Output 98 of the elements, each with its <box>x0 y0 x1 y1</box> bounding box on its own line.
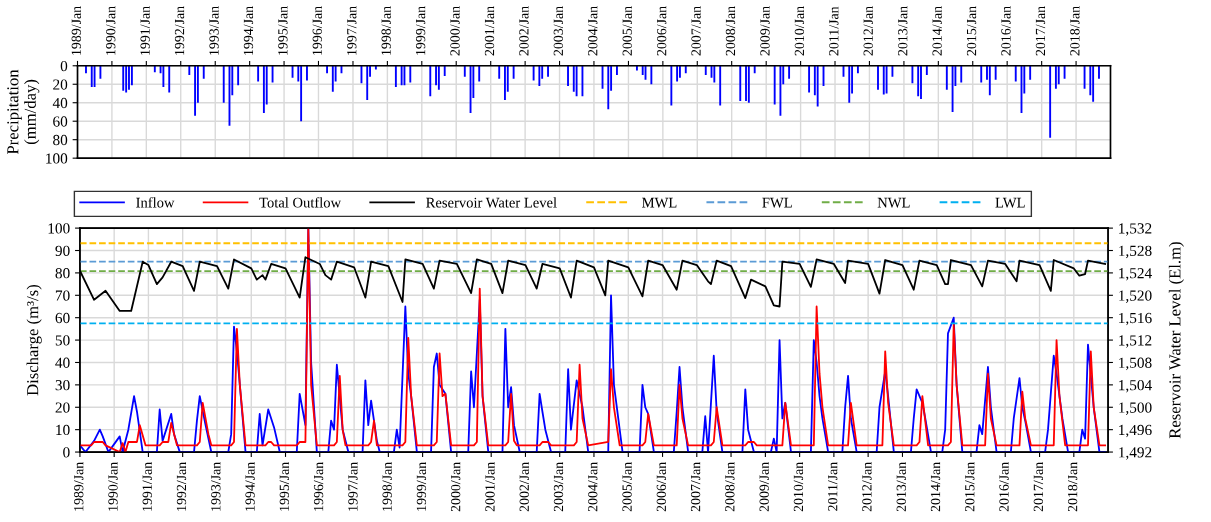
y-tick-label: 40 <box>55 357 70 368</box>
y-axis-title: Precipitation (mm/day) <box>7 69 40 155</box>
legend-label: Total Outflow <box>259 197 342 208</box>
y2-tick-label: 1,512 <box>1119 335 1152 348</box>
legend-label: Reservoir Water Level <box>426 197 557 208</box>
y2-tick-label: 1,492 <box>1119 447 1152 460</box>
x-tick-label: 1991/Jan <box>142 461 152 511</box>
y-tick-label: 60 <box>55 312 70 324</box>
y-tick-label: 30 <box>55 380 70 391</box>
y-tick-label: 80 <box>53 134 68 146</box>
x-tick-label: 2011/Jan <box>829 6 839 56</box>
y-tick-label: 50 <box>55 335 70 346</box>
y-tick-label: 10 <box>56 424 70 436</box>
x-tick-label: 2009/Jan <box>760 6 770 56</box>
x-tick-label: 2018/Jan <box>1070 6 1080 56</box>
x-tick-label: 2005/Jan <box>622 6 632 56</box>
x-tick-label: 1999/Jan <box>415 6 426 55</box>
x-tick-label: 2015/Jan <box>965 461 975 512</box>
y-axis-title: Discharge (m³/s) <box>26 285 42 396</box>
x-tick-label: 1999/Jan <box>416 461 427 511</box>
x-tick-label: 1993/Jan <box>211 461 221 511</box>
x-tick-label: 2007/Jan <box>691 6 701 56</box>
y-tick-label: 20 <box>55 402 70 413</box>
y-tick-label: 80 <box>55 268 70 279</box>
x-tick-label: 2014/Jan <box>932 6 942 56</box>
y2-tick-label: 1,500 <box>1119 402 1152 415</box>
x-tick-label: 2017/Jan <box>1035 6 1046 56</box>
x-tick-label: 2012/Jan <box>863 6 873 56</box>
x-tick-label: 1993/Jan <box>209 6 219 55</box>
legend-label: LWL <box>995 197 1025 208</box>
x-tick-label: 2005/Jan <box>622 461 632 512</box>
y2-tick-label: 1,508 <box>1119 357 1152 371</box>
x-tick-label: 1990/Jan <box>108 461 118 511</box>
x-tick-label: 2007/Jan <box>690 461 701 512</box>
x-tick-label: 1990/Jan <box>106 6 116 55</box>
legend-label: NWL <box>877 197 910 208</box>
x-tick-label: 2010/Jan <box>794 6 805 56</box>
x-tick-label: 2002/Jan <box>519 6 529 56</box>
x-tick-label: 1992/Jan <box>176 461 187 511</box>
x-tick-label: 2003/Jan <box>553 461 564 512</box>
x-tick-label: 1997/Jan <box>348 461 358 511</box>
x-tick-label: 2013/Jan <box>896 461 906 512</box>
x-tick-label: 1991/Jan <box>140 6 150 55</box>
x-tick-label: 1998/Jan <box>382 461 392 511</box>
x-tick-label: 2006/Jan <box>656 461 667 512</box>
y-tick-label: 0 <box>60 60 68 72</box>
x-tick-label: 1996/Jan <box>313 461 324 511</box>
x-tick-label: 2011/Jan <box>827 461 838 511</box>
x-tick-label: 1995/Jan <box>279 461 289 511</box>
x-tick-label: 2003/Jan <box>553 6 564 56</box>
x-tick-label: 2016/Jan <box>999 461 1009 512</box>
y-tick-label: 70 <box>55 290 70 301</box>
x-tick-label: 2013/Jan <box>898 6 908 56</box>
x-tick-label: 2008/Jan <box>725 6 736 56</box>
x-tick-label: 1995/Jan <box>278 6 288 55</box>
x-tick-label: 2009/Jan <box>759 461 769 512</box>
x-tick-label: 1998/Jan <box>381 6 391 55</box>
x-tick-label: 2001/Jan <box>484 6 495 56</box>
y2-tick-label: 1,532 <box>1119 223 1152 236</box>
x-tick-label: 2012/Jan <box>862 461 872 512</box>
y-tick-label: 100 <box>46 153 68 164</box>
y-tick-label: 100 <box>48 223 70 234</box>
x-tick-label: 1989/Jan <box>74 461 84 511</box>
y-tick-label: 90 <box>55 245 70 256</box>
legend-label: Inflow <box>136 197 175 208</box>
y2-tick-label: 1,520 <box>1119 290 1152 303</box>
x-tick-label: 2006/Jan <box>656 6 667 56</box>
x-tick-label: 2004/Jan <box>588 461 598 512</box>
x-tick-label: 1989/Jan <box>71 6 81 55</box>
x-tick-label: 2002/Jan <box>519 461 529 512</box>
x-tick-label: 1996/Jan <box>312 6 322 55</box>
x-tick-label: 2000/Jan <box>450 6 460 56</box>
x-tick-label: 2014/Jan <box>930 461 941 512</box>
y-tick-label: 0 <box>63 447 70 458</box>
x-tick-label: 2001/Jan <box>485 461 495 512</box>
y2-tick-label: 1,516 <box>1119 312 1152 326</box>
x-tick-label: 1997/Jan <box>347 6 357 55</box>
y2-tick-label: 1,528 <box>1119 245 1152 259</box>
x-tick-label: 2015/Jan <box>966 6 977 56</box>
legend-label: MWL <box>642 197 677 208</box>
x-tick-label: 1994/Jan <box>245 461 255 511</box>
x-tick-label: 1992/Jan <box>174 6 185 55</box>
y2-tick-label: 1,504 <box>1119 380 1152 393</box>
x-tick-label: 2004/Jan <box>588 6 598 56</box>
x-tick-label: 1994/Jan <box>243 6 254 55</box>
x-tick-label: 2000/Jan <box>450 461 461 512</box>
x-tick-label: 2010/Jan <box>793 461 804 512</box>
y2-tick-label: 1,524 <box>1119 268 1152 281</box>
legend-label: FWL <box>762 197 792 208</box>
y2-axis-title: Reservoir Water Level (El.m) <box>1168 242 1184 439</box>
x-tick-label: 2016/Jan <box>1001 6 1011 56</box>
x-tick-label: 2017/Jan <box>1033 461 1044 512</box>
y-tick-label: 40 <box>52 97 68 109</box>
y-tick-label: 20 <box>53 79 68 90</box>
x-tick-label: 2018/Jan <box>1067 461 1078 512</box>
y-tick-label: 60 <box>53 116 68 127</box>
x-tick-label: 2008/Jan <box>725 461 735 512</box>
y2-tick-label: 1,496 <box>1119 424 1152 438</box>
